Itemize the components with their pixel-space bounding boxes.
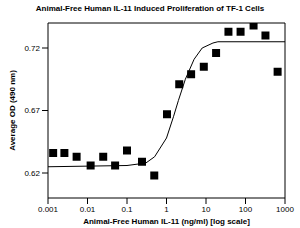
- svg-text:0.62: 0.62: [24, 169, 40, 178]
- svg-text:Animal-Free Human IL-11 (ng/ml: Animal-Free Human IL-11 (ng/ml) [log sca…: [83, 217, 250, 226]
- svg-text:10: 10: [202, 205, 211, 214]
- svg-text:0.72: 0.72: [24, 44, 40, 53]
- svg-text:0.001: 0.001: [38, 205, 59, 214]
- svg-text:1: 1: [164, 205, 169, 214]
- svg-text:1000: 1000: [276, 205, 292, 214]
- svg-text:0.01: 0.01: [80, 205, 96, 214]
- html-text:Animal-Free Human IL-11 Induce: Animal-Free Human IL-11 Induced Prolifer…: [35, 4, 265, 13]
- svg-text:100: 100: [239, 205, 253, 214]
- svg-text:0.67: 0.67: [24, 106, 40, 115]
- svg-text:Average OD (490 nm): Average OD (490 nm): [8, 70, 17, 151]
- svg-text:0.1: 0.1: [121, 205, 133, 214]
